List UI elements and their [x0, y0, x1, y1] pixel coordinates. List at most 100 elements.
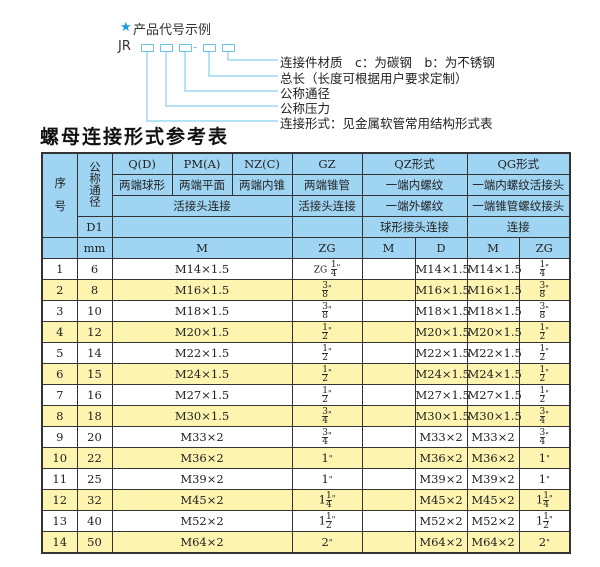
cell-m: M27×1.5 — [111, 384, 293, 406]
cell-qz-m — [361, 468, 416, 490]
table-row: 3 10 M18×1.5 3 8 " M18×1.5 M18×1.5 3 8 " — [41, 300, 571, 322]
fraction-denominator: 2 — [322, 394, 329, 405]
thread-prefix: ZG — [313, 265, 328, 275]
cell-qz-m — [361, 405, 416, 427]
table-row: 4 12 M20×1.5 1 2 " M20×1.5 M20×1.5 1 2 " — [41, 321, 571, 343]
cell-qz-d: M39×2 — [414, 468, 468, 490]
cell-qg-zg: 1 2 " — [518, 321, 571, 343]
cell-qg-zg: 1 2 " — [518, 363, 571, 385]
label-length: 总长（长度可根据用户要求定制） — [280, 71, 468, 86]
fraction-numerator: 1 — [322, 385, 329, 396]
cell-dn: 20 — [76, 426, 113, 448]
fraction-numerator: 3 — [322, 406, 329, 417]
fraction-denominator: 2 — [539, 352, 546, 363]
cell-gz: 1" — [291, 447, 363, 469]
header-join: 活接头连接 — [111, 195, 293, 217]
header-qz-m: M — [361, 237, 416, 259]
star-icon: ★ — [120, 20, 132, 35]
diagram-heading: 产品代号示例 — [133, 23, 212, 38]
header-zg: ZG — [291, 237, 363, 259]
fraction-numerator: 1 — [539, 322, 546, 333]
fraction-numerator: 3 — [322, 427, 329, 438]
cell-qz-d: M52×2 — [414, 510, 468, 532]
cell-m: M64×2 — [111, 531, 293, 554]
cell-m: M16×1.5 — [111, 279, 293, 301]
table-row: 13 40 M52×2 1 1 2 " M52×2 M52×2 1 1 2 " — [41, 510, 571, 532]
cell-qg-m: M27×1.5 — [466, 384, 522, 406]
header-empty — [291, 216, 363, 238]
header-qz-d: D — [414, 237, 468, 259]
code-slot — [222, 44, 235, 52]
fraction-denominator: 2 — [322, 331, 329, 342]
fraction-denominator: 2 — [539, 331, 546, 342]
fraction-numerator: 3 — [539, 427, 546, 438]
fraction-denominator: 2 — [543, 520, 549, 531]
header-gz: GZ — [291, 152, 363, 175]
cell-gz: 1 1 2 " — [291, 510, 363, 532]
cell-gz: 1 2 " — [291, 363, 363, 385]
cell-gz: 1" — [291, 468, 363, 490]
cell-dn: 14 — [76, 342, 113, 364]
cell-qg-zg: 1 1 4 " — [518, 489, 571, 511]
cell-dn: 18 — [76, 405, 113, 427]
header-empty — [41, 237, 78, 259]
inch-mark: " — [328, 325, 332, 335]
thread-whole: 1 — [538, 471, 547, 486]
header-m: M — [111, 237, 293, 259]
cell-qz-m — [361, 426, 416, 448]
cell-qz-m — [361, 342, 416, 364]
cell-no: 7 — [41, 384, 78, 406]
cell-qg-m: M18×1.5 — [466, 300, 522, 322]
cell-qg-zg: 3 8 " — [518, 279, 571, 301]
fraction-denominator: 4 — [543, 499, 549, 510]
cell-m: M22×1.5 — [111, 342, 293, 364]
inch-mark: " — [328, 474, 333, 484]
header-qz-desc1: 一端内螺纹 — [361, 174, 468, 196]
cell-qz-m — [361, 531, 416, 554]
fraction-denominator: 2 — [539, 394, 546, 405]
table-row: 5 14 M22×1.5 1 2 " M22×1.5 M22×1.5 1 2 " — [41, 342, 571, 364]
cell-qz-m — [361, 384, 416, 406]
cell-no: 1 — [41, 258, 78, 280]
cell-dn: 8 — [76, 279, 113, 301]
fraction-denominator: 4 — [325, 499, 332, 510]
cell-qz-d: M22×1.5 — [414, 342, 470, 364]
fraction-denominator: 2 — [322, 352, 329, 363]
cell-qz-d: M14×1.5 — [414, 258, 470, 280]
cell-no: 3 — [41, 300, 78, 322]
cell-gz: 1 1 4 " — [291, 489, 363, 511]
cell-qz-d: M20×1.5 — [414, 321, 470, 343]
cell-qz-d: M24×1.5 — [414, 363, 470, 385]
inch-mark: " — [546, 537, 550, 547]
thread-whole: 1 — [535, 492, 544, 506]
cell-gz: ZG 1 4 " — [291, 258, 363, 280]
fraction-numerator: 1 — [322, 364, 329, 375]
inch-mark: " — [545, 346, 549, 356]
cell-gz: 1 2 " — [291, 384, 363, 406]
fraction-denominator: 4 — [322, 415, 329, 426]
cell-m: M18×1.5 — [111, 300, 293, 322]
cell-m: M45×2 — [111, 489, 293, 511]
cell-dn: 16 — [76, 384, 113, 406]
header-gz-desc: 两端锥管 — [291, 174, 363, 196]
inch-mark: " — [328, 388, 332, 398]
inch-mark: " — [546, 453, 550, 463]
header-q: Q(D) — [111, 152, 173, 175]
header-pm: PM(A) — [171, 152, 233, 175]
fraction-numerator: 1 — [539, 385, 546, 396]
inch-mark: " — [545, 283, 549, 293]
cell-qg-zg: 1 1 2 " — [518, 510, 571, 532]
fraction-numerator: 1 — [322, 343, 329, 354]
inch-mark: " — [331, 514, 336, 524]
fraction-denominator: 2 — [322, 373, 329, 384]
cell-qz-m — [361, 321, 416, 343]
fraction-numerator: 3 — [322, 301, 329, 312]
fraction-numerator: 1 — [325, 511, 332, 522]
cell-qz-d: M64×2 — [414, 531, 468, 554]
